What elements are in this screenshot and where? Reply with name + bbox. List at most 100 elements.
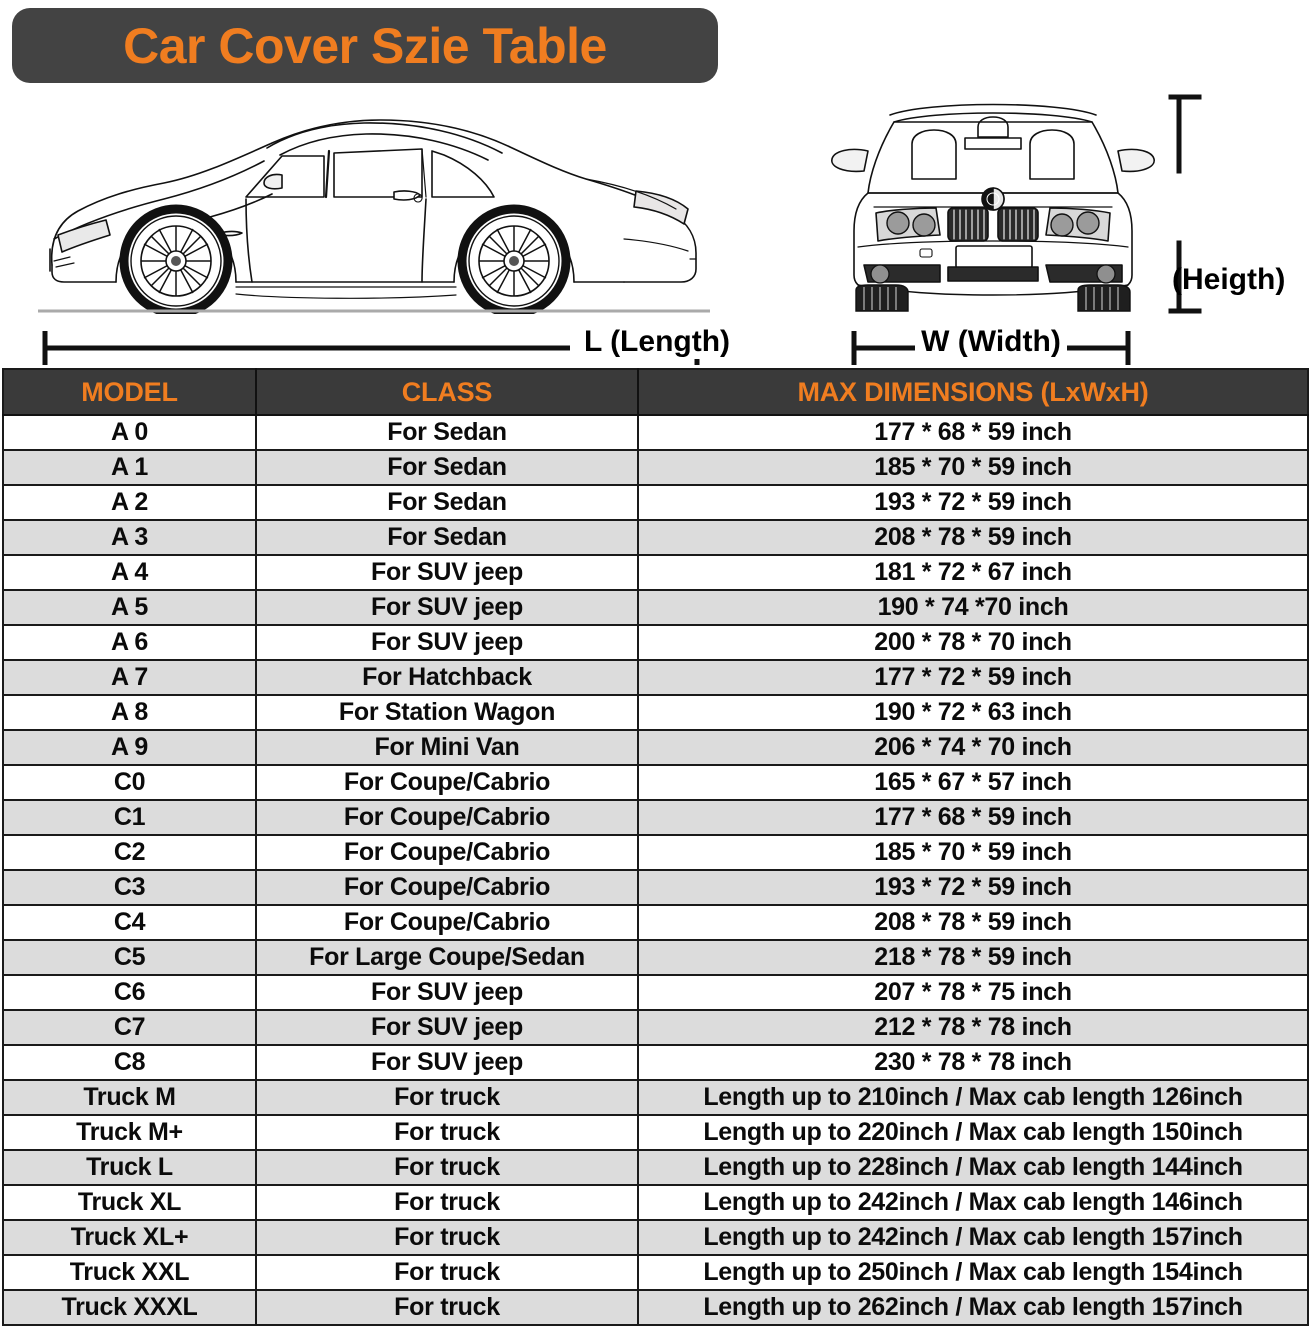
column-header-model: MODEL	[3, 369, 257, 416]
cell-dimensions: 230 * 78 * 78 inch	[638, 1045, 1308, 1081]
cell-class: For SUV jeep	[256, 1045, 639, 1081]
cell-dimensions: 177 * 72 * 59 inch	[638, 660, 1308, 696]
cell-dimensions: 165 * 67 * 57 inch	[638, 765, 1308, 801]
cell-class: For SUV jeep	[256, 1010, 639, 1046]
cell-model: C5	[3, 940, 257, 976]
table-row: Truck XXL For truck Length up to 250inch /…	[3, 1255, 1308, 1291]
cell-class: For truck	[256, 1290, 639, 1325]
cell-class: For Mini Van	[256, 730, 639, 766]
cell-model: A 3	[3, 520, 257, 556]
cell-model: C0	[3, 765, 257, 801]
table-row: Truck XL For truck Length up to 242inch / …	[3, 1185, 1308, 1221]
car-front-view-icon	[828, 89, 1158, 317]
cell-class: For SUV jeep	[256, 975, 639, 1011]
cell-class: For truck	[256, 1115, 639, 1151]
cell-model: C3	[3, 870, 257, 906]
table-row: Truck L For truck Length up to 228inch / M…	[3, 1150, 1308, 1186]
cell-model: Truck M	[3, 1080, 257, 1116]
table-row: C2 For Coupe/Cabrio 185 * 70 * 59 inch	[3, 835, 1308, 871]
table-row: C7 For SUV jeep 212 * 78 * 78 inch	[3, 1010, 1308, 1046]
car-cover-size-table: MODEL CLASS MAX DIMENSIONS (LxWxH) A 0 Fo…	[2, 368, 1309, 1326]
cell-model: A 0	[3, 415, 257, 451]
table-row: A 2 For Sedan 193 * 72 * 59 inch	[3, 485, 1308, 521]
cell-dimensions: 185 * 70 * 59 inch	[638, 450, 1308, 486]
cell-class: For Large Coupe/Sedan	[256, 940, 639, 976]
cell-class: For Coupe/Cabrio	[256, 870, 639, 906]
cell-dimensions: 177 * 68 * 59 inch	[638, 800, 1308, 836]
table-row: Truck M For truck Length up to 210inch / M…	[3, 1080, 1308, 1116]
cell-model: C8	[3, 1045, 257, 1081]
table-row: A 7 For Hatchback 177 * 72 * 59 inch	[3, 660, 1308, 696]
table-row: C1 For Coupe/Cabrio 177 * 68 * 59 inch	[3, 800, 1308, 836]
cell-dimensions: 212 * 78 * 78 inch	[638, 1010, 1308, 1046]
cell-class: For truck	[256, 1150, 639, 1186]
cell-class: For truck	[256, 1185, 639, 1221]
cell-model: C1	[3, 800, 257, 836]
cell-dimensions: Length up to 220inch / Max cab length 15…	[638, 1115, 1308, 1151]
height-label: (Heigth)	[1172, 263, 1286, 296]
cell-class: For SUV jeep	[256, 590, 639, 626]
table-row: C4 For Coupe/Cabrio 208 * 78 * 59 inch	[3, 905, 1308, 941]
page-title: Car Cover Szie Table	[123, 17, 607, 74]
cell-model: A 7	[3, 660, 257, 696]
cell-dimensions: Length up to 242inch / Max cab length 14…	[638, 1185, 1308, 1221]
cell-dimensions: 208 * 78 * 59 inch	[638, 520, 1308, 556]
cell-model: Truck L	[3, 1150, 257, 1186]
cell-dimensions: 218 * 78 * 59 inch	[638, 940, 1308, 976]
cell-model: Truck M+	[3, 1115, 257, 1151]
cell-class: For Sedan	[256, 520, 639, 556]
cell-dimensions: 181 * 72 * 67 inch	[638, 555, 1308, 591]
table-row: A 5 For SUV jeep 190 * 74 *70 inch	[3, 590, 1308, 626]
table-row: A 6 For SUV jeep 200 * 78 * 70 inch	[3, 625, 1308, 661]
cell-dimensions: 190 * 72 * 63 inch	[638, 695, 1308, 731]
cell-dimensions: Length up to 210inch / Max cab length 12…	[638, 1080, 1308, 1116]
cell-dimensions: 207 * 78 * 75 inch	[638, 975, 1308, 1011]
cell-model: A 8	[3, 695, 257, 731]
cell-model: A 9	[3, 730, 257, 766]
cell-dimensions: 185 * 70 * 59 inch	[638, 835, 1308, 871]
table-row: A 8 For Station Wagon 190 * 72 * 63 inch	[3, 695, 1308, 731]
cell-dimensions: 177 * 68 * 59 inch	[638, 415, 1308, 451]
cell-dimensions: Length up to 262inch / Max cab length 15…	[638, 1290, 1308, 1325]
cell-model: A 4	[3, 555, 257, 591]
cell-model: C4	[3, 905, 257, 941]
cell-class: For Sedan	[256, 485, 639, 521]
cell-class: For truck	[256, 1255, 639, 1291]
cell-class: For Coupe/Cabrio	[256, 905, 639, 941]
car-side-view-icon	[24, 89, 724, 314]
table-row: C0 For Coupe/Cabrio 165 * 67 * 57 inch	[3, 765, 1308, 801]
table-row: A 3 For Sedan 208 * 78 * 59 inch	[3, 520, 1308, 556]
cell-dimensions: Length up to 228inch / Max cab length 14…	[638, 1150, 1308, 1186]
column-header-dimensions: MAX DIMENSIONS (LxWxH)	[638, 369, 1308, 416]
cell-model: Truck XXL	[3, 1255, 257, 1291]
cell-class: For Hatchback	[256, 660, 639, 696]
cell-dimensions: 206 * 74 * 70 inch	[638, 730, 1308, 766]
cell-model: C7	[3, 1010, 257, 1046]
table-row: Truck XL+ For truck Length up to 242inch /…	[3, 1220, 1308, 1256]
cell-model: A 6	[3, 625, 257, 661]
cell-dimensions: Length up to 242inch / Max cab length 15…	[638, 1220, 1308, 1256]
cell-model: Truck XXXL	[3, 1290, 257, 1325]
cell-class: For Coupe/Cabrio	[256, 835, 639, 871]
table-row: A 1 For Sedan 185 * 70 * 59 inch	[3, 450, 1308, 486]
cell-class: For truck	[256, 1220, 639, 1256]
cell-model: A 5	[3, 590, 257, 626]
table-header-row: MODEL CLASS MAX DIMENSIONS (LxWxH)	[3, 369, 1308, 416]
cell-class: For SUV jeep	[256, 555, 639, 591]
cell-model: A 1	[3, 450, 257, 486]
cell-class: For Coupe/Cabrio	[256, 765, 639, 801]
cell-class: For truck	[256, 1080, 639, 1116]
cell-model: A 2	[3, 485, 257, 521]
height-dimension-line	[1168, 93, 1202, 315]
cell-model: C6	[3, 975, 257, 1011]
cell-model: Truck XL	[3, 1185, 257, 1221]
table-body: A 0 For Sedan 177 * 68 * 59 inch A 1 For Sed…	[3, 415, 1308, 1325]
length-label: L (Length)	[0, 325, 1314, 359]
title-badge: Car Cover Szie Table	[12, 8, 718, 83]
width-label: W (Width)	[828, 325, 1154, 359]
column-header-class: CLASS	[256, 369, 639, 416]
cell-class: For SUV jeep	[256, 625, 639, 661]
cell-model: Truck XL+	[3, 1220, 257, 1256]
cell-dimensions: 208 * 78 * 59 inch	[638, 905, 1308, 941]
cell-class: For Sedan	[256, 450, 639, 486]
